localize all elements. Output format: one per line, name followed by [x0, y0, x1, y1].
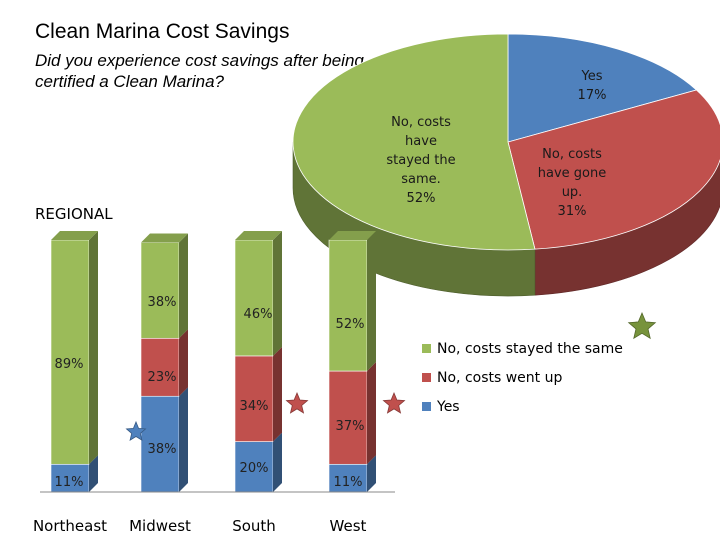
pie-slice-up: [507, 89, 720, 250]
bar-top-midwest: [141, 233, 188, 243]
pie-slice-yes: [507, 33, 698, 143]
data-label-same-west: 52%: [336, 317, 365, 332]
bar-top-south: [235, 231, 282, 240]
bar-up-south: [234, 355, 274, 442]
bar-yes-west: [328, 463, 368, 493]
legend-label-same: No, costs stayed the same: [437, 341, 623, 357]
bar-same-west: [328, 239, 368, 372]
bar-side-up-midwest: [179, 329, 188, 397]
bar-side-same-south: [273, 231, 282, 356]
stacked-bar-chart: Northeast Midwest South West 11% 38% 20% 11% 23%…: [33, 231, 395, 535]
star-blue-midwest: [125, 420, 147, 441]
pie-label-up: No, costs have gone up. 31%: [538, 147, 606, 219]
data-label-up-west: 37%: [336, 419, 365, 434]
legend-label-yes: Yes: [436, 399, 460, 415]
data-label-same-south: 46%: [244, 307, 273, 322]
bar-same-northeast: [50, 239, 90, 465]
bar-same-south: [234, 239, 274, 357]
data-label-same-midwest: 38%: [148, 295, 177, 310]
data-label-yes-midwest: 38%: [148, 442, 177, 457]
legend-label-up: No, costs went up: [437, 370, 562, 386]
star-green-legend: [627, 311, 657, 340]
bar-yes-midwest: [140, 395, 180, 493]
bar-side-up-south: [273, 346, 282, 442]
bar-side-same-west: [367, 231, 376, 372]
bar-same-midwest: [140, 242, 180, 339]
page-subtitle: Did you experience cost savings after be…: [35, 51, 364, 91]
bar-side-up-west: [367, 362, 376, 465]
star-markers: [125, 311, 657, 441]
regional-label: REGIONAL: [35, 205, 113, 223]
pie-label-yes: Yes 17%: [578, 69, 607, 103]
pie-slice-same: [292, 33, 536, 251]
bar-side-same-midwest: [179, 233, 188, 339]
bar-up-midwest: [140, 337, 180, 397]
legend-swatch-yes: [422, 402, 431, 411]
data-label-yes-northeast: 11%: [55, 475, 84, 490]
legend: No, costs stayed the same No, costs went …: [422, 341, 623, 415]
pie-label-same: No, costs have stayed the same. 52%: [386, 115, 455, 206]
data-label-same-northeast: 89%: [55, 357, 84, 372]
bar-side-yes-west: [367, 455, 376, 492]
bar-side-yes-south: [273, 432, 282, 492]
bar-side-yes-midwest: [179, 387, 188, 492]
data-label-up-south: 34%: [240, 399, 269, 414]
bar-up-west: [328, 370, 368, 465]
category-label-midwest: Midwest: [129, 517, 191, 535]
bar-yes-south: [234, 441, 274, 493]
bar-top-west: [329, 231, 376, 240]
star-red-south: [285, 391, 309, 414]
legend-swatch-same: [422, 344, 431, 353]
page-title: Clean Marina Cost Savings: [35, 20, 290, 43]
bar-top-northeast: [51, 231, 98, 240]
category-label-west: West: [330, 517, 367, 535]
bar-side-same-northeast: [89, 231, 98, 465]
data-label-up-midwest: 23%: [148, 370, 177, 385]
star-red-west: [382, 391, 406, 414]
data-label-yes-south: 20%: [240, 461, 269, 476]
category-label-northeast: Northeast: [33, 517, 107, 535]
category-label-south: South: [232, 517, 276, 535]
bar-side-yes-northeast: [89, 455, 98, 492]
legend-swatch-up: [422, 373, 431, 382]
data-label-yes-west: 11%: [334, 475, 363, 490]
